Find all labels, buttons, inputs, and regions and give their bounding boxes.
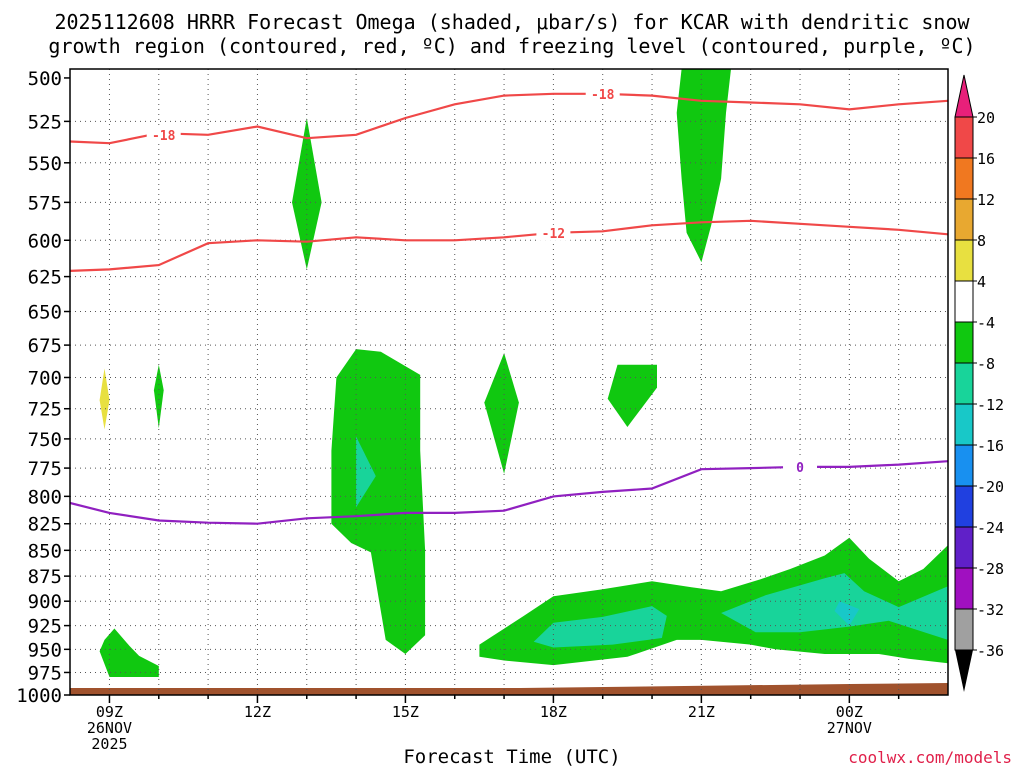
colorbar-label: 16 [977, 150, 995, 168]
omega-region-9 [99, 628, 159, 677]
colorbar-top-arrow [954, 74, 974, 118]
contour-label-bg [585, 85, 620, 102]
omega-region-13 [834, 601, 860, 626]
omega-region-6 [356, 436, 376, 508]
y-tick-label: 950 [28, 639, 62, 661]
colorbar-bin [954, 362, 974, 405]
contour-dgz-lower [70, 219, 948, 272]
contours: -18 -18 -12 0 [70, 85, 948, 525]
colorbar-label: -28 [977, 560, 1004, 578]
colorbar-bin [954, 157, 974, 200]
contour-label-bg [536, 224, 571, 241]
colorbar-label: 20 [977, 109, 995, 127]
y-tick-label: 600 [28, 230, 62, 252]
y-tick-label: 525 [28, 111, 62, 133]
colorbar-label: -20 [977, 478, 1004, 496]
chart-title-line-2: growth region (contoured, red, ºC) and f… [48, 34, 976, 58]
y-axis: 500 525 550 575 600 625 650 675 700 725 750 775 800 8… [16, 68, 70, 707]
colorbar: 20 16 12 8 4 -4 -8 -12 -16 -20 -24 -28 -32 -36 [954, 74, 1004, 692]
y-tick-label: 975 [28, 662, 62, 684]
colorbar-bin [954, 608, 974, 651]
x-tick-label: 26NOV [87, 719, 132, 737]
contour-dgz-upper [70, 92, 948, 145]
y-tick-label: 800 [28, 486, 62, 508]
y-tick-label: 675 [28, 335, 62, 357]
y-tick-label: 1000 [16, 685, 62, 707]
contour-label-dgz-upper: -18 [591, 88, 615, 103]
colorbar-label: -12 [977, 396, 1004, 414]
colorbar-label: -8 [977, 355, 995, 373]
x-tick-label: 18Z [540, 703, 567, 721]
omega-region-12 [721, 573, 948, 640]
omega-region-3 [676, 69, 731, 263]
x-tick-label: 15Z [392, 703, 419, 721]
y-tick-label: 500 [28, 68, 62, 90]
omega-region-2 [292, 118, 322, 270]
colorbar-label: -4 [977, 314, 995, 332]
omega-region-7 [484, 353, 519, 474]
y-tick-label: 825 [28, 514, 62, 536]
colorbar-bin [954, 526, 974, 569]
contour-label-dgz-upper: -18 [152, 129, 176, 144]
x-tick-label: 09Z [96, 703, 123, 721]
y-tick-label: 575 [28, 192, 62, 214]
contour-label-freezing-level: 0 [796, 461, 804, 476]
colorbar-label: 8 [977, 232, 986, 250]
colorbar-bin [954, 116, 974, 159]
y-tick-label: 925 [28, 616, 62, 638]
y-tick-label: 725 [28, 399, 62, 421]
omega-region-8 [607, 364, 657, 427]
colorbar-bin [954, 198, 974, 241]
y-tick-label: 650 [28, 302, 62, 324]
y-tick-label: 700 [28, 367, 62, 389]
colorbar-bin [954, 239, 974, 282]
y-tick-label: 750 [28, 429, 62, 451]
colorbar-bottom-arrow [955, 650, 973, 692]
y-tick-label: 775 [28, 458, 62, 480]
terrain-strip [70, 683, 948, 695]
colorbar-bin [954, 280, 974, 323]
colorbar-label: 4 [977, 273, 986, 291]
omega-region-1 [153, 364, 164, 429]
x-tick-label: 2025 [91, 735, 127, 753]
x-tick-label: 00Z [836, 703, 863, 721]
colorbar-label: -16 [977, 437, 1004, 455]
omega-region-0 [99, 368, 110, 430]
omega-shading [99, 69, 948, 677]
plot-frame [69, 68, 949, 696]
omega-region-4 [790, 69, 800, 118]
y-tick-label: 875 [28, 566, 62, 588]
contour-label-bg [783, 458, 818, 475]
y-tick-label: 550 [28, 153, 62, 175]
colorbar-bin [954, 403, 974, 446]
colorbar-label: -32 [977, 601, 1004, 619]
y-tick-label: 900 [28, 591, 62, 613]
x-tick-label: 21Z [688, 703, 715, 721]
colorbar-bin [954, 485, 974, 528]
y-tick-label: 850 [28, 540, 62, 562]
y-tick-label: 625 [28, 267, 62, 289]
x-tick-label: 27NOV [827, 719, 872, 737]
x-axis-label: Forecast Time (UTC) [403, 746, 621, 768]
credit-link[interactable]: coolwx.com/models [848, 748, 1012, 767]
omega-region-11 [533, 606, 667, 648]
contour-label-bg [146, 126, 181, 143]
x-tick-label: 12Z [244, 703, 271, 721]
chart-title-line-1: 2025112608 HRRR Forecast Omega (shaded, … [54, 10, 970, 34]
contour-label-dgz-lower: -12 [542, 227, 565, 242]
colorbar-bin [954, 444, 974, 487]
omega-region-5 [331, 349, 426, 654]
colorbar-label: 12 [977, 191, 995, 209]
colorbar-label: -36 [977, 642, 1004, 660]
colorbar-label: -24 [977, 519, 1004, 537]
colorbar-bin [954, 321, 974, 364]
colorbar-bin [954, 567, 974, 610]
